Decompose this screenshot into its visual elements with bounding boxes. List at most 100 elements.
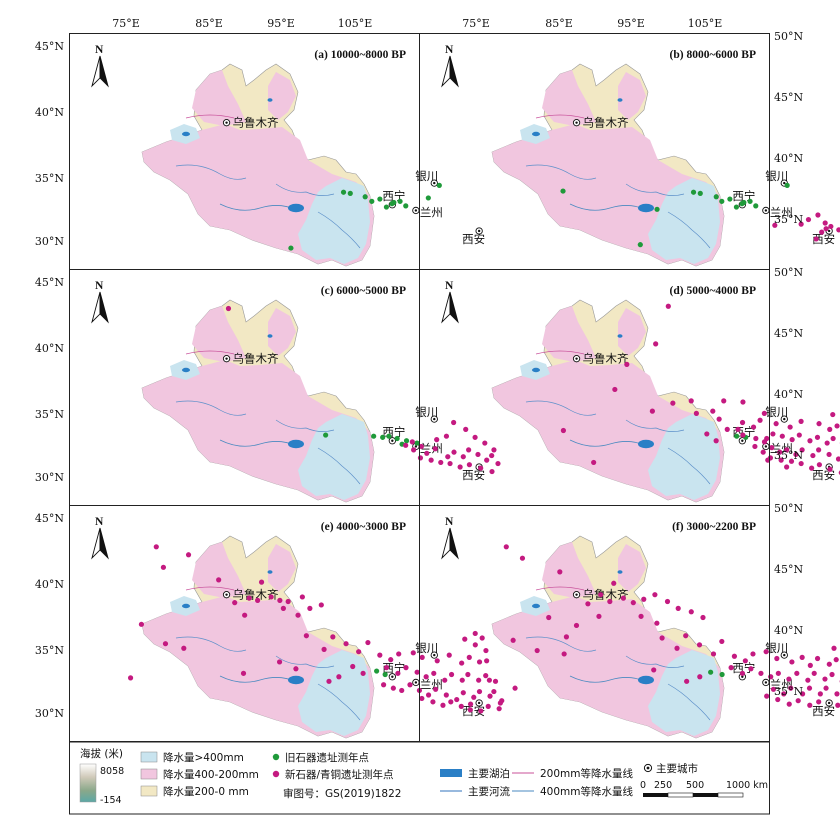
neo-site-point	[649, 408, 655, 414]
neo-site-point	[807, 438, 813, 444]
paleo-site-point	[425, 195, 431, 201]
neo-site-point	[423, 674, 429, 680]
neo-site-point	[652, 592, 658, 598]
paleo-site-point	[637, 242, 643, 248]
axis-label: 95°E	[267, 17, 295, 30]
neo-site-point	[827, 466, 833, 472]
neo-site-point	[491, 447, 497, 453]
paleo-site-point	[382, 671, 388, 678]
city-name: 兰州	[420, 441, 443, 455]
neo-site-point	[482, 440, 488, 446]
elevation-ramp	[79, 763, 97, 803]
city-name: 银川	[415, 169, 438, 183]
neo-site-point	[753, 435, 759, 442]
neo-site-point	[463, 426, 469, 432]
neo-site-point	[377, 652, 383, 658]
city-name: 乌鲁木齐	[583, 116, 629, 130]
north-arrow-icon: N	[91, 516, 109, 560]
axis-label: 35°N	[774, 685, 803, 698]
paleo-sites-label: 旧石器遗址测年点	[285, 751, 369, 764]
neo-site-point	[242, 612, 248, 618]
neo-site-point	[409, 439, 415, 445]
neo-site-point	[674, 645, 680, 651]
axis-label: 45°N	[774, 563, 803, 576]
neo-site-point	[396, 651, 402, 657]
neo-site-point	[719, 638, 725, 645]
neo-site-point	[805, 677, 811, 683]
axis-label: 35°N	[35, 408, 64, 421]
neo-site-point	[383, 665, 390, 671]
neo-site-point	[654, 620, 660, 626]
axis-label: 35°N	[35, 172, 64, 185]
neo-site-point	[721, 398, 727, 404]
paleo-site-point	[397, 198, 403, 204]
paleo-site-point	[347, 190, 353, 196]
neo-site-point	[807, 662, 813, 668]
neo-site-point	[388, 657, 394, 663]
neo-site-point	[438, 459, 444, 466]
neo-site-point	[466, 654, 472, 660]
neo-site-point	[607, 598, 613, 605]
neo-site-point	[303, 633, 309, 639]
city-name: 乌鲁木齐	[583, 588, 629, 602]
neo-site-point	[460, 454, 466, 460]
neo-site-point	[451, 419, 457, 426]
neo-site-point	[466, 447, 472, 453]
neo-site-point	[799, 691, 806, 697]
city-name: 银川	[765, 405, 788, 419]
panel-title: (a) 10000~8000 BP	[314, 49, 406, 61]
neo-site-point	[638, 613, 644, 619]
neo-site-point	[585, 601, 591, 607]
neo-site-point	[343, 641, 349, 647]
neo-site-point	[390, 685, 396, 691]
neo-site-point	[834, 423, 840, 429]
neo-site-point	[826, 661, 832, 667]
city-marker: 乌鲁木齐	[572, 588, 629, 602]
neo-site-point	[403, 442, 409, 448]
neo-site-point	[651, 667, 657, 673]
neo-site-point	[424, 450, 430, 456]
neo-site-point	[739, 419, 746, 426]
left-latitude-labels: 45°N 40°N 35°N 30°N 45°N 40°N 35°N 30°N 45°N 40°N…	[35, 40, 64, 720]
neo-site-point	[823, 226, 829, 232]
neo-site-point	[740, 432, 746, 438]
precip-mid-label: 降水量400-200mm	[163, 768, 259, 781]
neo-site-point	[598, 592, 604, 598]
paleo-site-point	[733, 204, 740, 210]
neo-site-point	[487, 693, 493, 699]
neo-site-point	[624, 361, 630, 367]
axis-label: 35°N	[774, 449, 803, 462]
panel-title: (c) 6000~5000 BP	[321, 285, 406, 297]
neo-site-point	[789, 437, 795, 443]
neo-site-point	[225, 305, 232, 312]
neo-site-point	[798, 221, 804, 227]
neo-site-point	[728, 665, 734, 671]
neo-site-point	[816, 421, 822, 427]
neo-site-point	[830, 435, 836, 442]
axis-label: 40°N	[774, 624, 803, 637]
north-label: N	[445, 516, 454, 528]
neo-site-point	[447, 460, 453, 467]
city-name: 银川	[415, 405, 438, 419]
neo-site-point	[769, 445, 775, 451]
paleo-site-point	[697, 190, 703, 196]
neo-site-point	[419, 695, 425, 702]
neo-site-point	[293, 666, 299, 672]
neo-site-point	[411, 447, 417, 453]
neo-site-point	[336, 674, 342, 680]
neo-site-point	[770, 431, 776, 437]
city-name: 兰州	[770, 205, 793, 219]
neo-site-point	[810, 452, 816, 459]
neo-site-point	[742, 658, 748, 664]
city-label: 主要城市	[656, 762, 698, 775]
neo-site-point	[430, 699, 436, 705]
city-name: 兰州	[420, 205, 443, 219]
neo-site-point	[440, 702, 446, 708]
neo-site-point	[787, 424, 793, 430]
paleo-site-point	[414, 440, 420, 446]
paleo-site-point	[323, 432, 329, 438]
neo-site-point	[768, 674, 774, 680]
